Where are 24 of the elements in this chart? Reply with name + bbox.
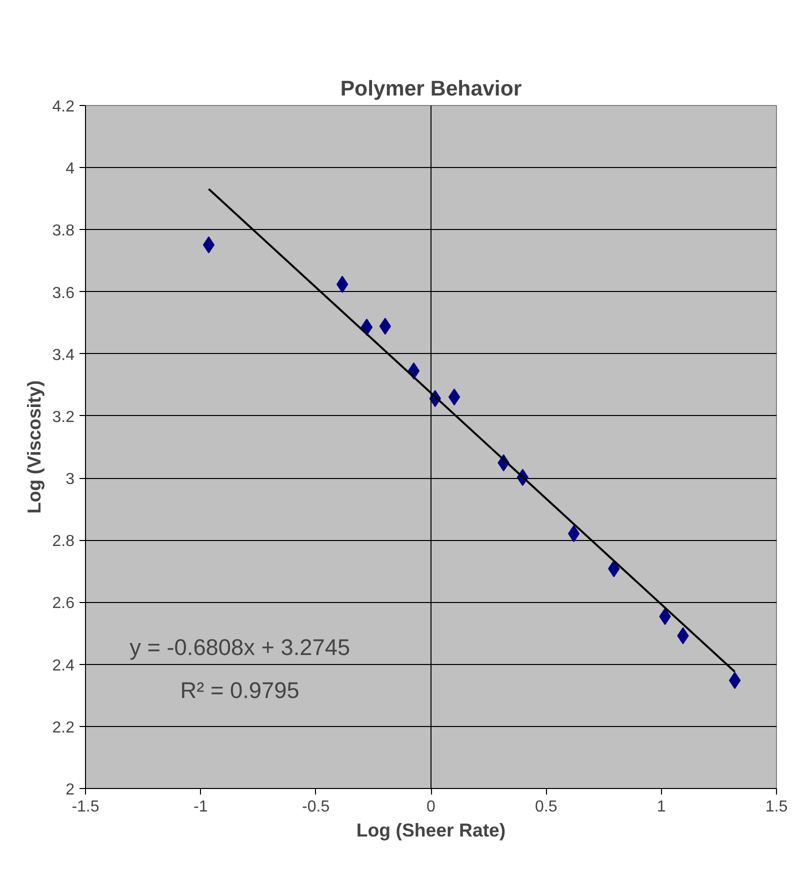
- y-tick-label: 2: [66, 782, 75, 798]
- x-axis-title: Log (Sheer Rate): [356, 820, 506, 840]
- x-tick-label: -1: [194, 798, 208, 816]
- y-tick-label: 3.6: [52, 284, 75, 302]
- x-tick-label: 1.5: [765, 798, 788, 816]
- x-tick-label: -0.5: [302, 798, 330, 816]
- x-tick-label: 0.5: [535, 798, 558, 816]
- y-axis-title: Log (Viscosity): [23, 380, 44, 514]
- y-tick-label: 3.4: [52, 346, 75, 364]
- y-tick-label: 4.2: [52, 98, 75, 116]
- y-tick-label: 2.2: [52, 719, 75, 736]
- annotation: R² = 0.9795: [180, 676, 300, 703]
- x-tick-label: 0: [426, 798, 436, 816]
- y-tick-label: 4: [66, 160, 75, 178]
- y-tick-label: 2.4: [52, 657, 75, 674]
- y-tick-label: 3: [66, 471, 75, 488]
- y-tick-label: 3.8: [52, 222, 75, 240]
- y-tick-label: 2.6: [52, 595, 75, 612]
- x-tick-label: -1.5: [72, 798, 100, 816]
- y-tick-label: 2.8: [52, 533, 75, 550]
- x-tick-label: 1: [656, 798, 666, 816]
- y-tick-label: 3.2: [52, 408, 75, 426]
- annotation: y = -0.6808x + 3.2745: [130, 634, 350, 660]
- chart-title: Polymer Behavior: [340, 76, 522, 100]
